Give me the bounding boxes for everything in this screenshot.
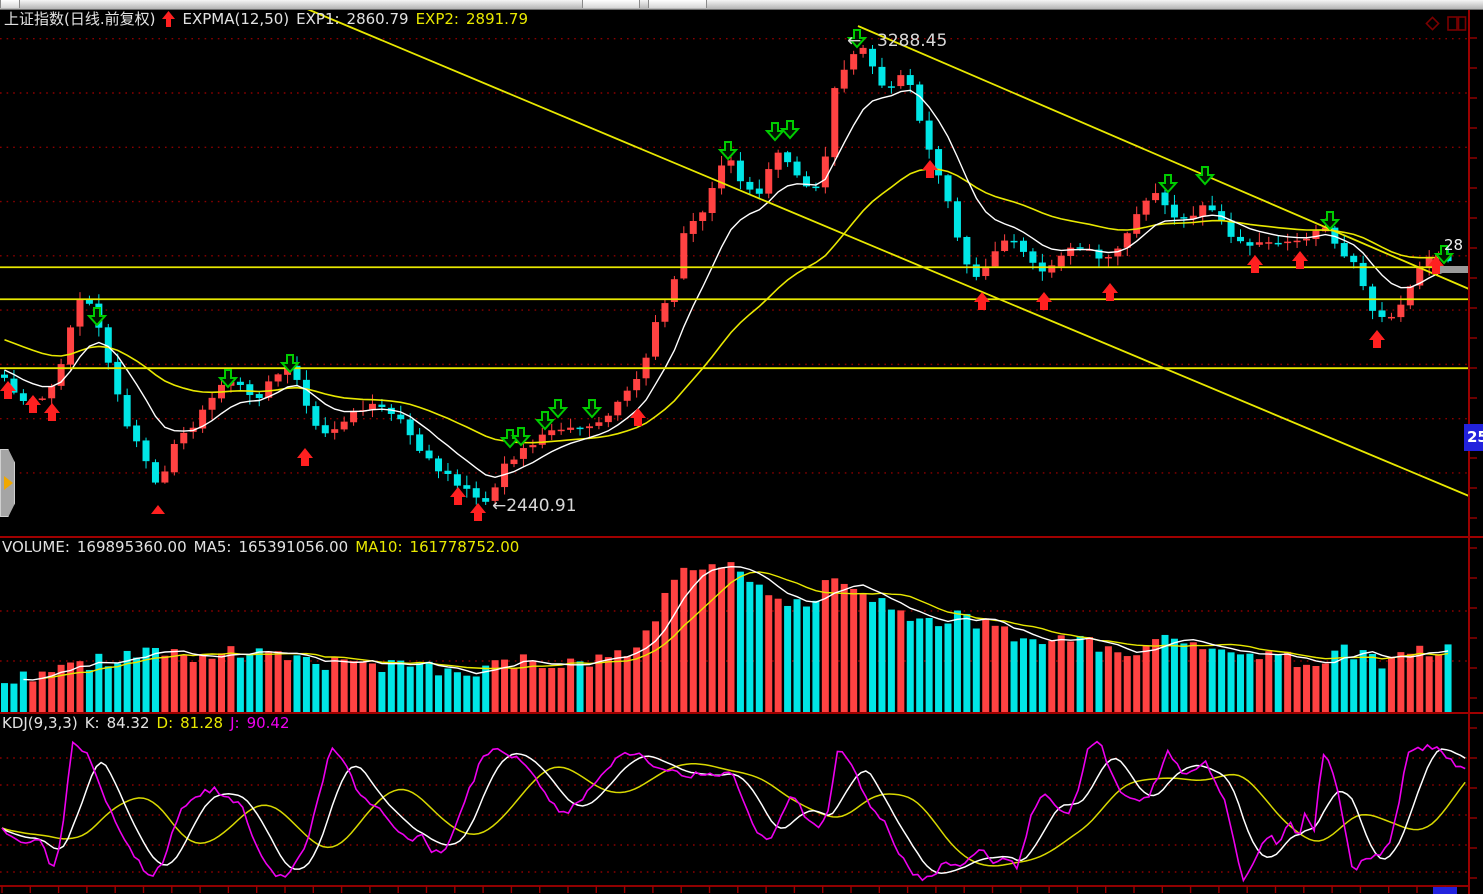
diamond-icon[interactable] <box>1424 15 1441 32</box>
sell-arrow-marker <box>581 399 603 419</box>
trough-annotation: ←2440.91 <box>492 496 577 516</box>
price-panel-header: 上证指数(日线.前复权) EXPMA(12,50) EXP1: 2860.79 … <box>4 10 528 28</box>
axis-price-badge: 25 <box>1464 424 1483 451</box>
vol-ma10-label: MA10: <box>355 538 403 556</box>
buy-arrow-marker <box>297 448 313 466</box>
signal-markers <box>0 29 1455 521</box>
sell-arrow-marker <box>499 429 521 449</box>
exp2-value: 2891.79 <box>465 10 529 28</box>
exp1-value: 2860.79 <box>346 10 409 28</box>
volume-panel-header: VOLUME: 169895360.00 MA5: 165391056.00 M… <box>2 538 519 556</box>
sell-arrow-marker <box>764 122 786 142</box>
titlebar-segment[interactable] <box>0 0 20 8</box>
buy-arrow-marker <box>922 160 938 178</box>
buy-arrow-marker <box>1369 330 1385 348</box>
up-arrow-icon <box>162 11 176 27</box>
vol-ma10-value: 161778752.00 <box>409 538 520 556</box>
restore-window-icon[interactable] <box>1447 15 1467 32</box>
sell-arrow-marker <box>779 120 801 140</box>
last-price-partial: 28 <box>1444 236 1464 254</box>
axes-layer <box>0 9 1483 894</box>
kdj-j-label: J: <box>230 714 240 732</box>
volume-label: VOLUME: <box>2 538 70 556</box>
titlebar-segment[interactable] <box>582 0 640 8</box>
titlebar-segment[interactable] <box>648 0 707 8</box>
kdj-k-label: K: <box>84 714 100 732</box>
buy-arrow-marker <box>1428 256 1444 274</box>
sidebar-expand-handle[interactable] <box>0 449 15 517</box>
sell-arrow-marker <box>1433 245 1455 265</box>
vol-ma5-value: 165391056.00 <box>238 538 349 556</box>
vol-ma5-label: MA5: <box>193 538 232 556</box>
buy-arrow-marker <box>1102 283 1118 301</box>
kdj-panel-header: KDJ(9,3,3) K: 84.32 D: 81.28 J: 90.42 <box>2 714 290 732</box>
buy-arrow-marker <box>25 395 41 413</box>
buy-arrow-marker <box>974 292 990 310</box>
sell-arrow-marker <box>510 427 532 447</box>
window-title-strip <box>0 0 1483 10</box>
sell-arrow-marker <box>534 411 556 431</box>
peak-annotation: 3288.45 <box>877 31 948 51</box>
sell-arrow-marker <box>279 354 301 374</box>
kdj-lines <box>1 740 1466 883</box>
exp2-label: EXP2: <box>415 10 459 28</box>
symbol-title: 上证指数(日线.前复权) <box>4 10 156 28</box>
volume-value: 169895360.00 <box>76 538 187 556</box>
exp1-label: EXP1: <box>296 10 340 28</box>
kdj-name: KDJ(9,3,3) <box>2 714 78 732</box>
volume-ma-lines <box>23 565 1449 681</box>
buy-arrow-marker <box>0 381 16 399</box>
expma-lines <box>4 89 1449 479</box>
buy-arrow-marker <box>630 408 646 426</box>
buy-arrow-marker <box>1036 292 1052 310</box>
expand-right-icon <box>4 476 13 490</box>
kdj-j-value: 90.42 <box>246 714 290 732</box>
buy-arrow-marker <box>450 487 466 505</box>
buy-arrow-marker <box>44 403 60 421</box>
kdj-k-value: 84.32 <box>106 714 150 732</box>
sell-arrow-marker <box>1319 211 1341 231</box>
sell-arrow-marker <box>547 399 569 419</box>
volume-bars <box>1 562 1452 712</box>
sell-arrow-marker <box>1157 174 1179 194</box>
kdj-d-value: 81.28 <box>180 714 224 732</box>
buy-arrow-marker <box>1292 251 1308 269</box>
kdj-d-label: D: <box>156 714 174 732</box>
buy-arrow-marker <box>1247 255 1263 273</box>
sell-arrow-marker <box>217 369 239 389</box>
sell-arrow-marker <box>1194 166 1216 186</box>
indicator-name: EXPMA(12,50) <box>182 10 290 28</box>
buy-arrow-marker <box>470 503 486 521</box>
buy-triangle-marker <box>151 505 165 514</box>
sell-arrow-marker <box>846 29 868 49</box>
peak-annotation-arrow: ← <box>847 31 862 51</box>
sell-arrow-marker <box>86 307 108 327</box>
trend-lines <box>0 5 1470 497</box>
sell-arrow-marker <box>717 141 739 161</box>
